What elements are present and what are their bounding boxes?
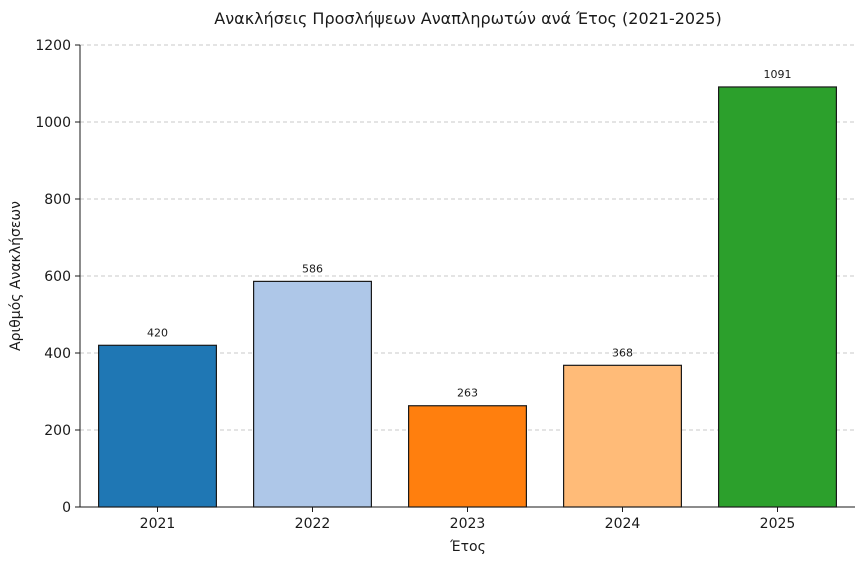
bars (97, 86, 837, 508)
y-ticks: 0 200 400 600 800 1000 1200 (35, 38, 80, 516)
y-axis-label: Αριθμός Ανακλήσεων (8, 201, 24, 351)
x-ticks: 2021 2022 2023 2024 2025 (140, 507, 796, 532)
bar-2022 (253, 280, 373, 508)
data-labels: 420 586 263 368 1091 (147, 68, 792, 400)
x-tick-label-2021: 2021 (140, 516, 176, 532)
chart-title: Ανακλήσεις Προσλήψεων Αναπληρωτών ανά Έτ… (214, 9, 721, 28)
y-tick-label-600: 600 (44, 269, 71, 285)
data-label-2024: 368 (612, 346, 633, 359)
bar-2025 (717, 86, 837, 508)
bar-2023 (408, 405, 528, 508)
y-tick-label-400: 400 (44, 346, 71, 362)
data-label-2022: 586 (302, 262, 323, 275)
x-tick-label-2025: 2025 (760, 516, 796, 532)
x-tick-label-2022: 2022 (295, 516, 331, 532)
y-tick-label-1000: 1000 (35, 115, 71, 131)
y-tick-label-800: 800 (44, 192, 71, 208)
data-label-2023: 263 (457, 387, 478, 400)
bar-2021 (97, 344, 218, 508)
y-tick-label-200: 200 (44, 423, 71, 439)
y-tick-label-1200: 1200 (35, 38, 71, 54)
data-label-2021: 420 (147, 326, 168, 339)
bar-2024 (562, 364, 682, 508)
data-label-2025: 1091 (764, 68, 792, 81)
x-tick-label-2024: 2024 (605, 516, 641, 532)
y-tick-label-0: 0 (62, 500, 71, 516)
x-tick-label-2023: 2023 (450, 516, 486, 532)
x-axis-label: Έτος (449, 539, 486, 555)
